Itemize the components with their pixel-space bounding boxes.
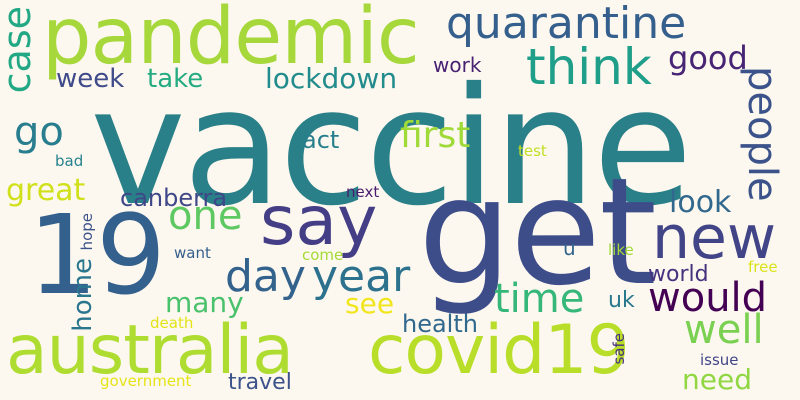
word-people: people — [739, 66, 785, 202]
word-day: day — [225, 251, 306, 302]
word-first: first — [400, 115, 471, 156]
word-time: time — [494, 276, 585, 322]
word-go: go — [14, 109, 64, 155]
word-travel: travel — [228, 370, 292, 395]
word-bad: bad — [55, 152, 84, 170]
word-health: health — [402, 310, 478, 338]
word-one: one — [168, 193, 243, 239]
word-covid19: covid19 — [368, 311, 630, 390]
word-death: death — [150, 314, 194, 332]
word-get: get — [418, 146, 657, 318]
word-good: good — [668, 39, 748, 77]
word-week: week — [56, 64, 125, 94]
word-vaccine: vaccine — [90, 54, 693, 242]
word-look: look — [669, 185, 732, 220]
word-want: want — [174, 244, 211, 262]
word-think: think — [526, 38, 652, 96]
word-say: say — [260, 182, 378, 261]
word-home: home — [68, 258, 98, 332]
word-test: test — [518, 142, 547, 160]
word-come: come — [302, 246, 344, 264]
word-lockdown: lockdown — [265, 62, 398, 95]
word-safe: safe — [610, 333, 628, 365]
word-great: great — [6, 173, 86, 208]
word-quarantine: quarantine — [446, 0, 687, 49]
word-hope: hope — [78, 213, 96, 251]
word-pandemic: pandemic — [42, 0, 420, 82]
word-australia: australia — [6, 311, 294, 390]
word-would: would — [648, 275, 768, 321]
word-uk: uk — [608, 288, 635, 313]
word-issue: issue — [700, 351, 739, 369]
word-year: year — [312, 251, 411, 302]
word-need: need — [682, 363, 752, 396]
word-next: next — [346, 183, 380, 201]
word-world: world — [648, 262, 709, 287]
word-case: case — [0, 6, 39, 94]
word-canberra: canberra — [120, 184, 228, 212]
word-well: well — [684, 307, 764, 353]
word-government: government — [100, 372, 192, 390]
word-work: work — [433, 53, 482, 77]
word-see: see — [345, 287, 395, 320]
word-free: free — [748, 258, 778, 276]
word-new: new — [652, 203, 777, 273]
word-19: 19 — [28, 191, 166, 319]
word-many: many — [165, 286, 244, 319]
word-like: like — [608, 241, 634, 259]
word-u: u — [563, 236, 576, 260]
word-act: act — [302, 126, 340, 154]
word-take: take — [147, 64, 204, 94]
